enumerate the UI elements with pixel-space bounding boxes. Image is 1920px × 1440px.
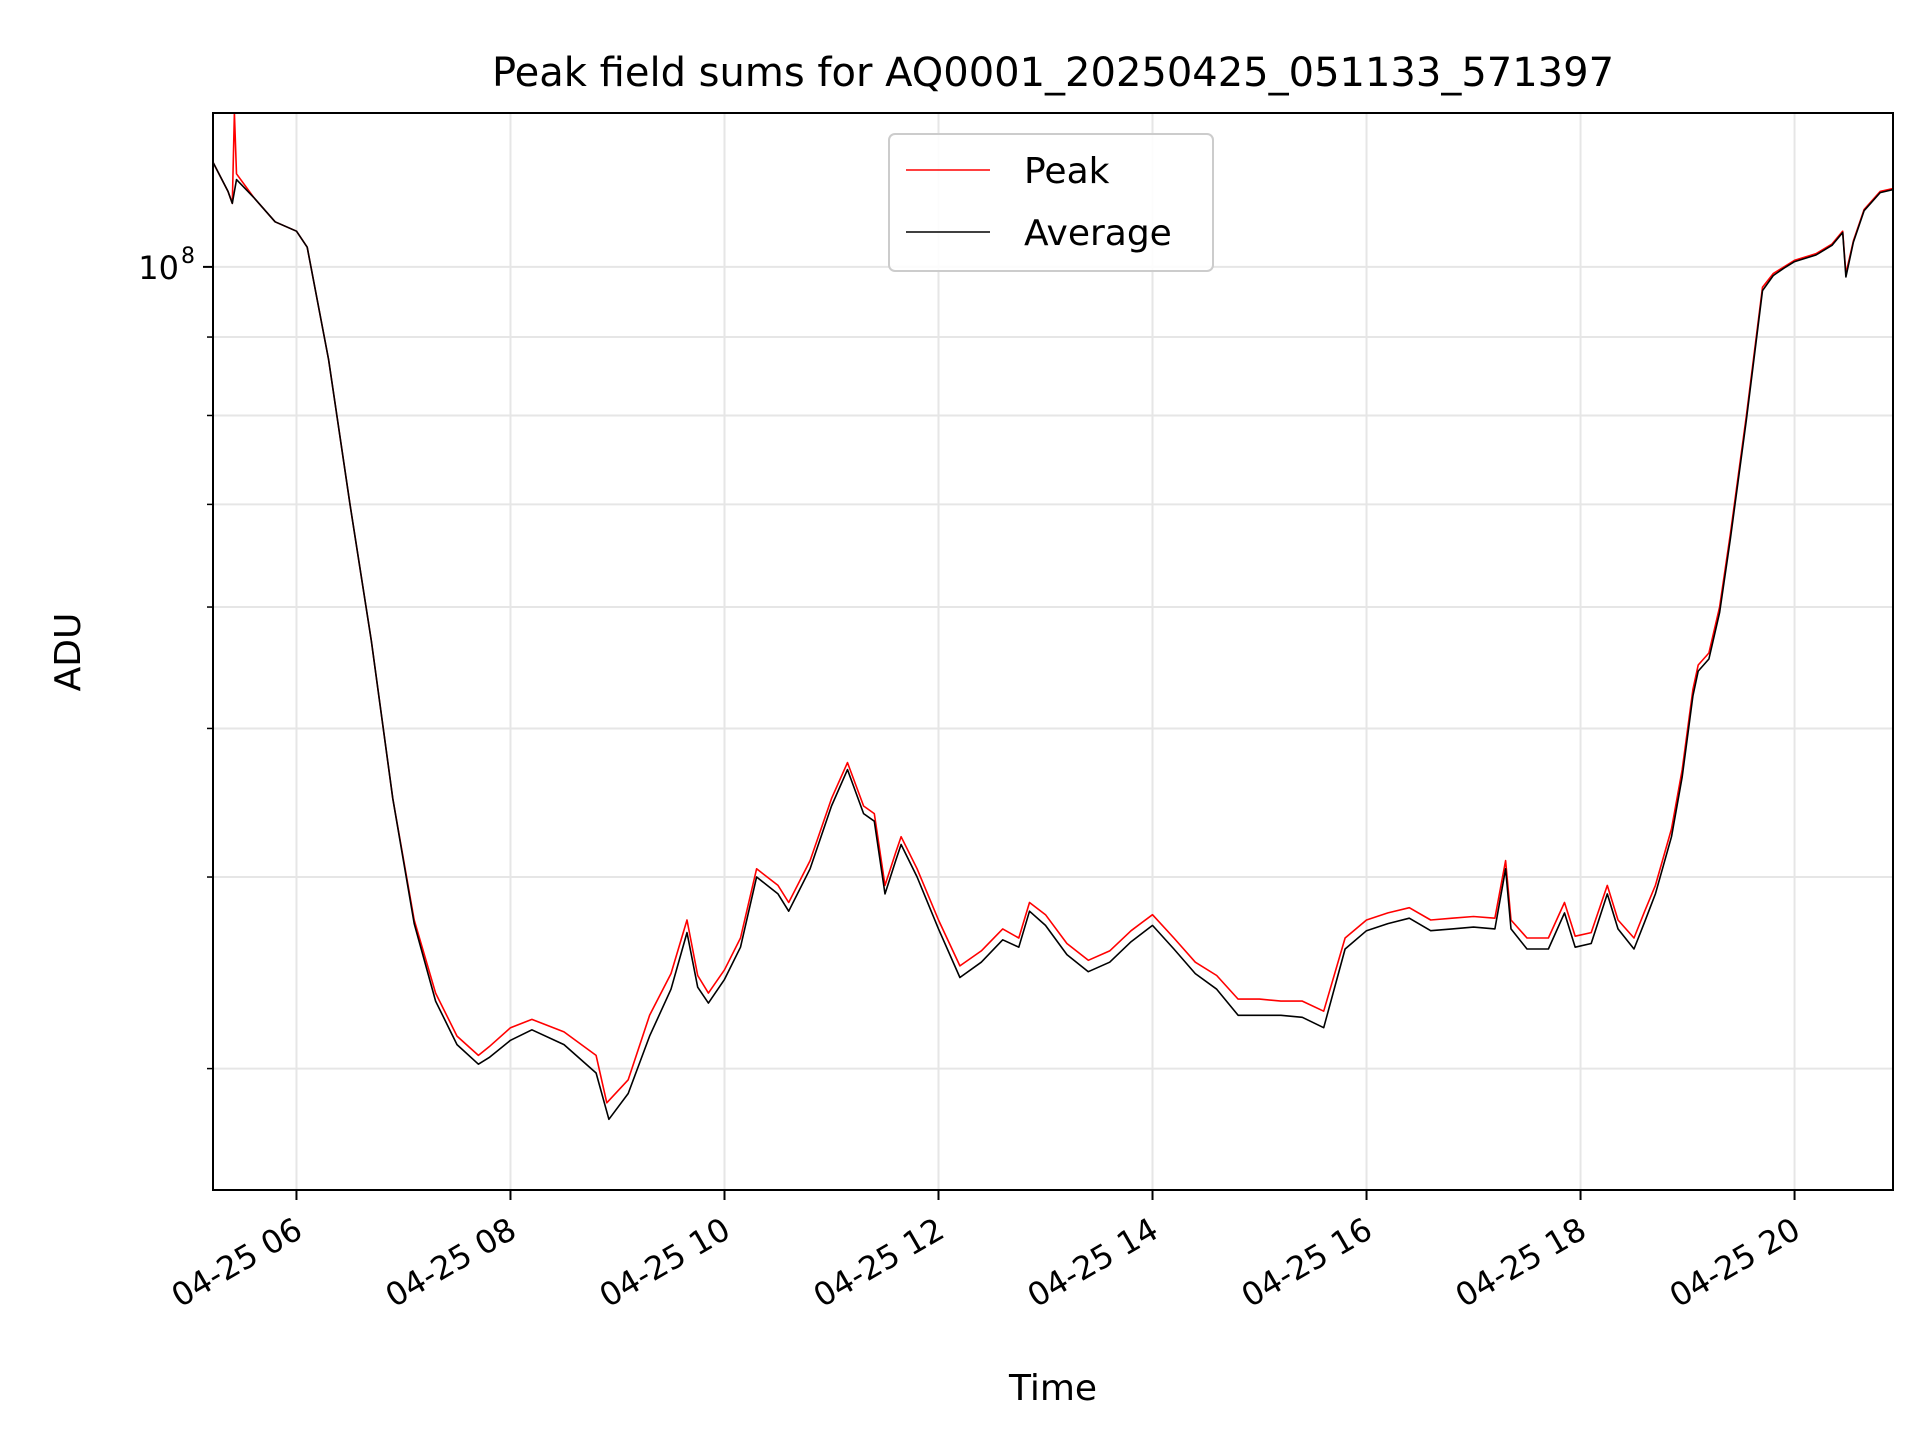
legend-label-average: Average: [1024, 213, 1172, 254]
plot-frame: [212, 112, 1894, 1191]
y-tick-exponent: 8: [181, 244, 195, 269]
y-tick-label: 10: [138, 249, 179, 287]
y-axis-label: ADU: [48, 613, 89, 692]
chart-title: Peak field sums for AQ0001_20250425_0511…: [492, 50, 1614, 96]
series-layer: [212, 112, 1894, 1121]
legend: Peak Average: [888, 133, 1214, 272]
legend-box: [888, 133, 1214, 272]
grid-lines: [213, 113, 1893, 1190]
series-line-peak: [212, 112, 1894, 1104]
legend-label-peak: Peak: [1024, 151, 1110, 192]
series-line-average: [212, 161, 1894, 1121]
x-axis-label: Time: [1008, 1368, 1097, 1409]
